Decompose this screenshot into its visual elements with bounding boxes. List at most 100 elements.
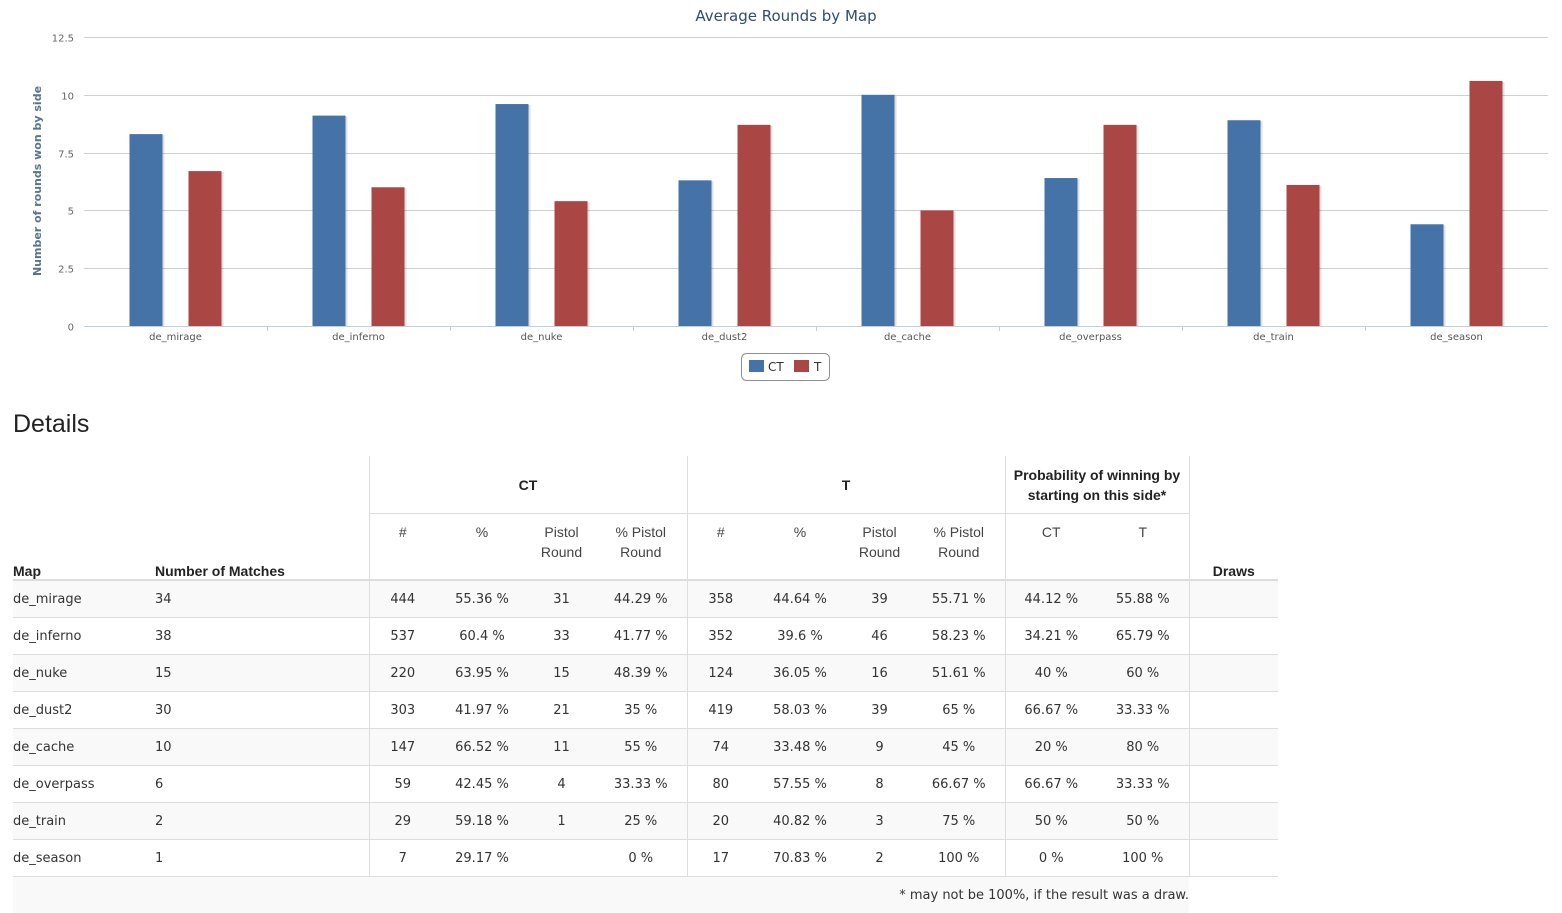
bar-ct-de_season[interactable]: [1411, 224, 1444, 326]
cell-draws: [1189, 618, 1278, 655]
probability-header-line2: starting on this side*: [1028, 487, 1166, 503]
bar-t-de_season[interactable]: [1470, 81, 1503, 326]
col-group-ct: CT: [369, 456, 687, 514]
cell-ct-pistol-pct: 41.77 %: [595, 618, 687, 655]
cell-prob-ct: 66.67 %: [1005, 766, 1097, 803]
legend-swatch-t: [794, 360, 809, 372]
cell-t-pistol: 8: [846, 766, 913, 803]
cell-draws: [1189, 655, 1278, 692]
cell-matches: 1: [155, 840, 369, 877]
cell-t-pistol-pct: 51.61 %: [913, 655, 1005, 692]
table-footer-row: * may not be 100%, if the result was a d…: [13, 877, 1278, 913]
cell-t-pistol-pct: 100 %: [913, 840, 1005, 877]
x-tick-label: de_overpass: [1059, 332, 1122, 343]
bar-ct-de_overpass[interactable]: [1045, 178, 1078, 326]
col-header-draws: Draws: [1189, 456, 1278, 580]
cell-prob-ct: 44.12 %: [1005, 580, 1097, 618]
cell-prob-t: 33.33 %: [1097, 692, 1189, 729]
bar-ct-de_train[interactable]: [1228, 120, 1261, 326]
bar-ct-de_inferno[interactable]: [313, 116, 346, 326]
bar-ct-de_cache[interactable]: [862, 95, 895, 326]
cell-draws: [1189, 729, 1278, 766]
cell-t-pct: 36.05 %: [754, 655, 846, 692]
cell-t-pct: 39.6 %: [754, 618, 846, 655]
bar-t-de_train[interactable]: [1287, 185, 1320, 326]
cell-t-pistol-pct: 45 %: [913, 729, 1005, 766]
cell-t-pct: 40.82 %: [754, 803, 846, 840]
cell-t-pistol-pct: 66.67 %: [913, 766, 1005, 803]
x-tick-label: de_mirage: [149, 332, 202, 343]
bar-t-de_dust2[interactable]: [738, 125, 771, 326]
cell-ct-pistol: 31: [528, 580, 595, 618]
cell-prob-t: 65.79 %: [1097, 618, 1189, 655]
cell-ct-pct: 55.36 %: [436, 580, 528, 618]
probability-header-line1: Probability of winning by: [1014, 467, 1180, 483]
bar-ct-de_dust2[interactable]: [679, 180, 712, 326]
col-header-prob-t: T: [1097, 514, 1189, 581]
cell-map: de_cache: [13, 729, 155, 766]
cell-ct-pistol-pct: 33.33 %: [595, 766, 687, 803]
chart-title: Average Rounds by Map: [695, 7, 876, 25]
cell-t-pistol: 2: [846, 840, 913, 877]
y-axis-title: Number of rounds won by side: [31, 86, 44, 276]
bar-ct-de_mirage[interactable]: [130, 134, 163, 326]
bar-t-de_nuke[interactable]: [555, 201, 588, 326]
bar-t-de_cache[interactable]: [921, 210, 954, 326]
footer-blank-cell: [1189, 877, 1278, 913]
chart-legend[interactable]: CT T: [742, 354, 830, 381]
x-tick-label: de_nuke: [521, 332, 563, 343]
bar-t-de_mirage[interactable]: [189, 171, 222, 326]
cell-ct-count: 444: [369, 580, 436, 618]
cell-prob-t: 50 %: [1097, 803, 1189, 840]
cell-ct-pct: 66.52 %: [436, 729, 528, 766]
cell-ct-pistol: 33: [528, 618, 595, 655]
cell-matches: 10: [155, 729, 369, 766]
y-tick-label: 10: [61, 92, 74, 103]
cell-map: de_train: [13, 803, 155, 840]
cell-map: de_overpass: [13, 766, 155, 803]
col-header-t-pct: %: [754, 514, 846, 581]
legend-label-t[interactable]: T: [813, 360, 822, 374]
cell-ct-count: 147: [369, 729, 436, 766]
x-tick-label: de_cache: [884, 332, 931, 343]
cell-prob-t: 100 %: [1097, 840, 1189, 877]
chart-bars: [130, 81, 1505, 326]
col-group-probability: Probability of winning by starting on th…: [1005, 456, 1189, 514]
y-tick-label: 7.5: [58, 150, 74, 161]
cell-ct-pct: 41.97 %: [436, 692, 528, 729]
cell-ct-pistol: [528, 840, 595, 877]
cell-prob-t: 55.88 %: [1097, 580, 1189, 618]
cell-matches: 34: [155, 580, 369, 618]
y-tick-label: 12.5: [52, 34, 74, 45]
x-tick-label: de_inferno: [332, 332, 385, 343]
cell-prob-t: 33.33 %: [1097, 766, 1189, 803]
cell-ct-pistol-pct: 0 %: [595, 840, 687, 877]
cell-t-pistol: 3: [846, 803, 913, 840]
bar-ct-de_nuke[interactable]: [496, 104, 529, 326]
cell-prob-t: 80 %: [1097, 729, 1189, 766]
details-table: Map Number of Matches CT T Probability o…: [13, 456, 1278, 913]
cell-t-count: 20: [687, 803, 754, 840]
cell-t-count: 74: [687, 729, 754, 766]
y-tick-label: 0: [68, 323, 74, 334]
cell-ct-pistol: 21: [528, 692, 595, 729]
cell-ct-pistol: 15: [528, 655, 595, 692]
legend-swatch-ct: [749, 360, 764, 372]
cell-ct-pct: 29.17 %: [436, 840, 528, 877]
legend-label-ct[interactable]: CT: [768, 360, 784, 374]
col-header-map: Map: [13, 456, 155, 580]
cell-prob-t: 60 %: [1097, 655, 1189, 692]
cell-draws: [1189, 766, 1278, 803]
bar-t-de_inferno[interactable]: [372, 187, 405, 326]
cell-ct-pct: 59.18 %: [436, 803, 528, 840]
bar-t-de_overpass[interactable]: [1104, 125, 1137, 326]
cell-prob-ct: 0 %: [1005, 840, 1097, 877]
cell-t-pct: 44.64 %: [754, 580, 846, 618]
